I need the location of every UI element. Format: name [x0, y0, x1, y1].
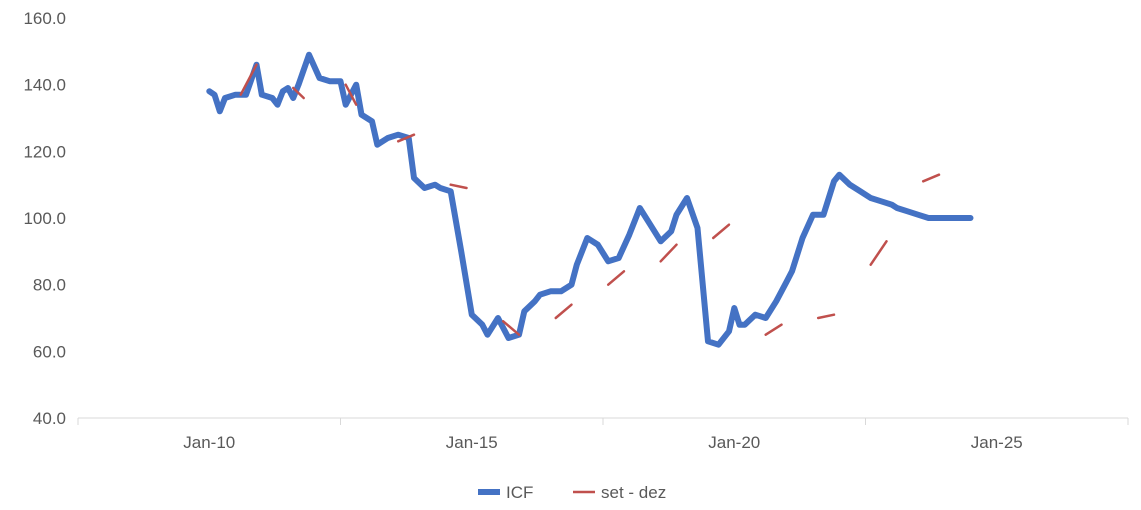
series-segment-set-dez [921, 173, 941, 183]
y-tick-label: 40.0 [33, 409, 66, 428]
x-tick-label: Jan-15 [446, 433, 498, 452]
series-layer [206, 51, 974, 348]
series-segment-set-dez [501, 320, 521, 336]
series-segment-set-dez [711, 223, 731, 240]
series-segment-set-dez [659, 243, 678, 263]
series-segment-set-dez [606, 270, 626, 286]
y-tick-label: 80.0 [33, 276, 66, 295]
x-tick-label: Jan-20 [708, 433, 760, 452]
x-tick-label: Jan-25 [971, 433, 1023, 452]
y-axis-tick-labels: 40.0 60.0 80.0 100.0 120.0 140.0 160.0 [23, 9, 66, 428]
y-tick-label: 120.0 [23, 142, 66, 161]
y-tick-label: 160.0 [23, 9, 66, 28]
series-segment-set-dez [396, 133, 416, 143]
x-axis [77, 417, 1129, 425]
x-tick-label: Jan-10 [183, 433, 235, 452]
series-segment-set-dez [344, 83, 358, 106]
series-segment-set-dez [764, 323, 783, 336]
series-segment-set-dez [291, 86, 305, 100]
series-segment-set-dez [554, 303, 573, 320]
series-segment-set-dez [239, 63, 258, 96]
legend: ICF set - dez [478, 483, 666, 502]
series-line-icf [206, 51, 974, 348]
y-tick-label: 60.0 [33, 342, 66, 361]
series-segment-set-dez [816, 313, 836, 320]
legend-label-set-dez: set - dez [601, 483, 666, 502]
series-segment-set-dez [869, 240, 888, 266]
y-tick-label: 140.0 [23, 76, 66, 95]
x-axis-tick-labels: Jan-10 Jan-15 Jan-20 Jan-25 [183, 433, 1022, 452]
y-tick-label: 100.0 [23, 209, 66, 228]
series-segment-set-dez [449, 183, 468, 190]
legend-label-icf: ICF [506, 483, 533, 502]
